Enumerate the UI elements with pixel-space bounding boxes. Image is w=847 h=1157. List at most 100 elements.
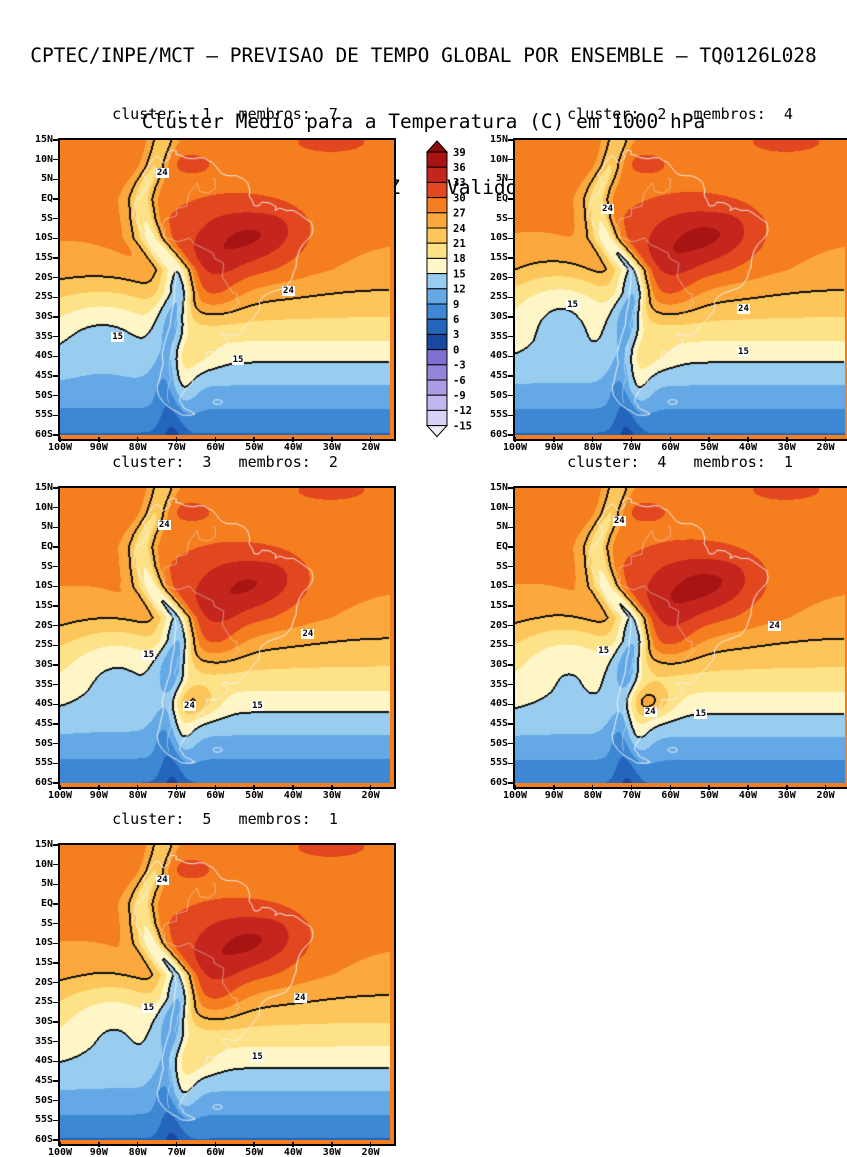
x-axis-label: 20W xyxy=(361,1147,380,1157)
map-plot-cluster-4: 15N 10N 5N EQ 5S 10S 15S 20S 25S 30S 35S 40S 45S 50S 5… xyxy=(490,483,847,801)
x-axis-label: 70W xyxy=(622,442,641,453)
y-tick-mark xyxy=(53,546,58,548)
x-axis-label: 20W xyxy=(816,442,835,453)
y-tick-mark xyxy=(53,742,58,745)
y-axis-label: 45S xyxy=(489,370,508,381)
colorbar-swatch xyxy=(426,151,448,168)
y-axis-label: 5N xyxy=(495,173,508,185)
y-axis-label: 60S xyxy=(34,1134,53,1145)
y-axis-label: 10S xyxy=(34,580,53,592)
x-axis-label: 30W xyxy=(322,442,341,453)
x-tick-mark xyxy=(98,437,100,442)
subtitle: Cluster Medio para a Temperatura (C) em … xyxy=(141,110,706,133)
colorbar-swatch xyxy=(426,409,448,427)
y-tick-mark xyxy=(508,723,513,725)
y-tick-mark xyxy=(53,257,58,259)
y-tick-mark xyxy=(508,624,513,627)
y-tick-mark xyxy=(53,487,58,489)
x-tick-mark xyxy=(747,785,749,790)
y-axis-label: 15N xyxy=(34,134,53,145)
y-tick-mark xyxy=(508,178,513,181)
y-tick-mark xyxy=(53,683,58,686)
x-tick-mark xyxy=(669,785,672,790)
y-axis-label: EQ xyxy=(495,541,508,552)
y-tick-mark xyxy=(53,296,58,299)
y-axis-label: 40S xyxy=(34,698,53,710)
colorbar-swatch xyxy=(426,379,448,396)
y-axis-label: 15S xyxy=(34,600,53,611)
y-axis-label: 50S xyxy=(34,389,53,401)
contour-label: 24 xyxy=(643,707,657,718)
x-tick-mark xyxy=(98,785,100,790)
colorbar-label: -6 xyxy=(453,375,466,387)
colorbar-label: -12 xyxy=(453,405,472,417)
y-axis-label: 5S xyxy=(40,212,53,224)
y-axis-label: 10S xyxy=(489,232,508,244)
y-tick-mark xyxy=(508,139,513,141)
contour-label: 24 xyxy=(612,516,626,527)
y-tick-mark xyxy=(508,316,513,318)
y-axis-label: 15N xyxy=(489,134,508,145)
x-tick-mark xyxy=(214,785,217,790)
x-tick-mark xyxy=(591,785,594,790)
y-tick-mark xyxy=(53,903,58,905)
temperature-map-canvas xyxy=(60,140,390,435)
colorbar-swatch xyxy=(426,349,448,366)
y-tick-mark xyxy=(53,198,58,200)
colorbar-label: 21 xyxy=(453,238,466,250)
colorbar-swatch xyxy=(426,257,448,275)
x-axis-label: 90W xyxy=(544,790,563,801)
x-axis-label: 60W xyxy=(206,442,225,453)
y-tick-mark xyxy=(53,1099,58,1102)
y-axis-label: 60S xyxy=(34,777,53,788)
contour-label: 24 xyxy=(155,875,169,886)
y-axis-label: 25S xyxy=(34,639,53,651)
x-axis-label: 100W xyxy=(47,1147,73,1157)
y-tick-mark xyxy=(53,355,58,358)
x-axis-label: 70W xyxy=(622,790,641,801)
y-tick-mark xyxy=(53,644,58,647)
x-tick-mark xyxy=(136,785,139,790)
y-axis-label: 30S xyxy=(489,659,508,670)
x-tick-mark xyxy=(175,437,178,442)
x-axis-label: 70W xyxy=(167,790,186,801)
contour-label: 15 xyxy=(231,355,245,366)
x-tick-mark xyxy=(136,437,139,442)
y-tick-mark xyxy=(53,394,58,397)
colorbar-swatch xyxy=(426,197,448,214)
x-tick-mark xyxy=(253,437,255,442)
colorbar-swatch xyxy=(426,273,448,290)
y-tick-mark xyxy=(508,506,513,509)
x-tick-mark xyxy=(214,1142,217,1147)
x-tick-mark xyxy=(514,785,516,790)
x-axis-label: 40W xyxy=(738,442,757,453)
x-tick-mark xyxy=(292,785,294,790)
colorbar-arrow-bottom xyxy=(425,425,449,438)
y-axis-label: 55S xyxy=(489,757,508,769)
x-axis-label: 20W xyxy=(361,442,380,453)
x-tick-mark xyxy=(669,437,672,442)
y-tick-mark xyxy=(508,198,513,200)
y-tick-mark xyxy=(508,394,513,397)
y-axis-label: 10N xyxy=(34,153,53,165)
x-tick-mark xyxy=(824,437,827,442)
y-axis-label: 40S xyxy=(489,698,508,710)
y-tick-mark xyxy=(53,981,58,984)
y-tick-mark xyxy=(53,237,58,240)
x-axis-label: 80W xyxy=(128,790,147,801)
y-axis-label: 5N xyxy=(40,173,53,185)
x-axis-label: 40W xyxy=(738,790,757,801)
y-axis-label: 25S xyxy=(34,996,53,1008)
y-axis-label: 15S xyxy=(34,252,53,263)
colorbar-label: -15 xyxy=(453,420,472,432)
x-tick-mark xyxy=(553,785,555,790)
x-axis-label: 50W xyxy=(245,1147,264,1157)
y-tick-mark xyxy=(53,922,58,925)
y-tick-mark xyxy=(508,276,513,279)
y-tick-mark xyxy=(508,683,513,686)
panel-title-cluster-4: cluster: 4 membros: 1 xyxy=(567,453,793,471)
contour-label: 24 xyxy=(282,286,295,297)
panel-title-cluster-1: cluster: 1 membros: 7 xyxy=(112,105,338,123)
panel-title-cluster-5: cluster: 5 membros: 1 xyxy=(112,810,338,828)
x-axis-label: 80W xyxy=(128,1147,147,1157)
